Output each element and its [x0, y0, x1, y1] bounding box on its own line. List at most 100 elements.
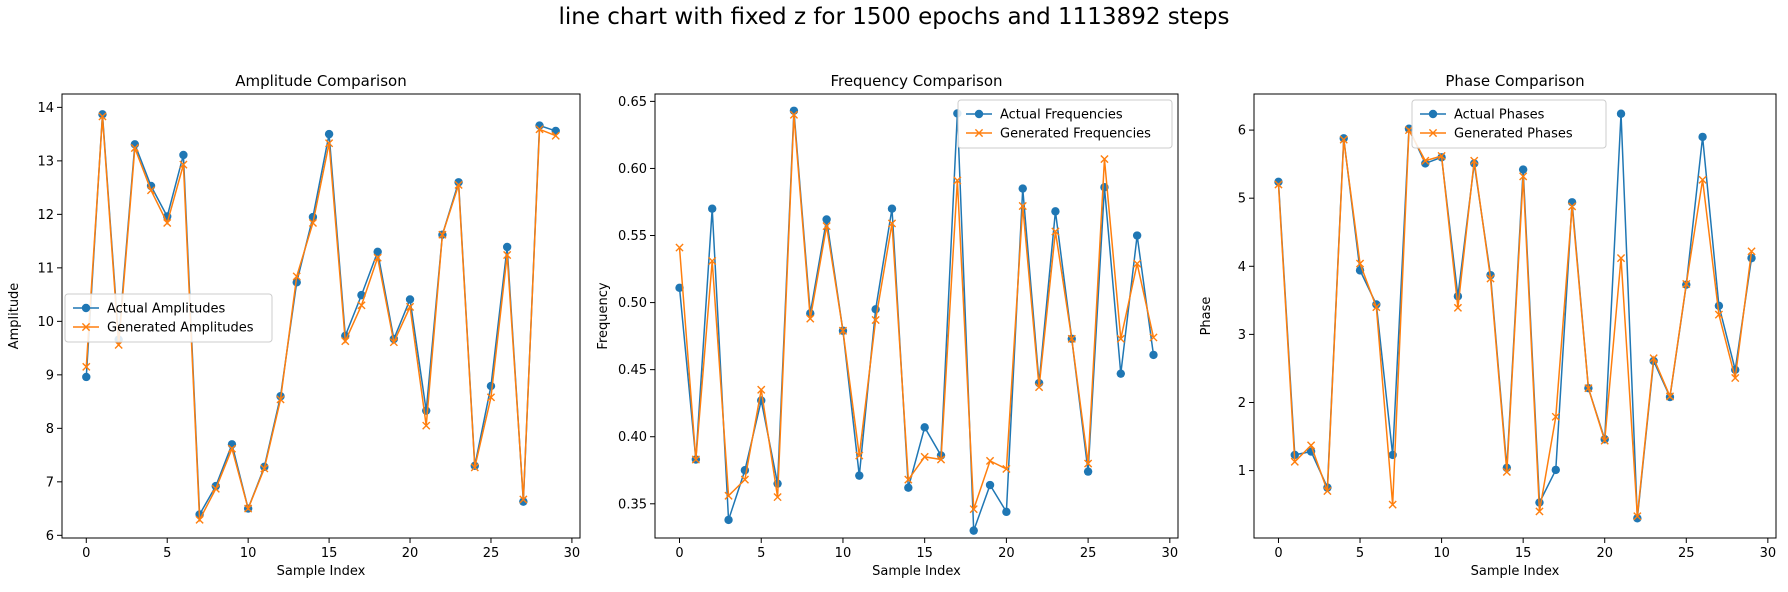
frequency-generated-point [740, 475, 749, 484]
amplitude-y-tick-label: 14 [37, 101, 54, 116]
frequency-legend-label: Generated Frequencies [1000, 127, 1151, 142]
frequency-generated-point [1002, 464, 1011, 474]
amplitude-x-tick-label: 10 [240, 546, 257, 561]
amplitude-x-tick-label: 0 [82, 546, 90, 561]
amplitude-y-tick-label: 12 [37, 208, 54, 223]
phase-actual-point [1633, 514, 1642, 523]
amplitude-legend: Actual Amplitudes Generated Amplitudes [64, 293, 273, 343]
phase-generated-point [1535, 507, 1544, 516]
amplitude-x-tick-label: 30 [564, 546, 581, 561]
amplitude-x-tick-label: 15 [321, 546, 338, 561]
frequency-actual-point [708, 204, 717, 213]
phase-x-tick-label: 15 [1515, 546, 1532, 561]
amplitude-generated-point [438, 230, 447, 239]
frequency-actual-point [1149, 350, 1158, 360]
frequency-axes-frame [654, 93, 1179, 539]
frequency-legend-marker [974, 128, 984, 138]
phase-y-axis-label: Phase [1199, 297, 1214, 336]
frequency-generated-point [904, 475, 913, 484]
phase-generated-point [1649, 354, 1658, 363]
phase-y-tick-label: 6 [1238, 124, 1246, 139]
phase-generated-point [1421, 156, 1430, 165]
phase-legend-label: Actual Phases [1454, 108, 1545, 123]
amplitude-generated-point [519, 495, 528, 504]
frequency-generated-point [757, 385, 766, 394]
amplitude-legend-marker [81, 303, 91, 313]
amplitude-generated-point [244, 504, 253, 513]
phase-actual-point [1274, 177, 1283, 187]
phase-y-tick-label: 1 [1238, 464, 1246, 479]
phase-generated-point [1567, 202, 1577, 211]
phase-generated-point [1731, 373, 1740, 383]
amplitude-y-axis-label: Amplitude [7, 283, 22, 350]
frequency-generated-point [1149, 333, 1158, 342]
phase-actual-point [1698, 132, 1707, 142]
amplitude-generated-point [130, 143, 139, 153]
amplitude-actual-point [179, 150, 188, 160]
frequency-y-axis-label: Frequency [596, 282, 611, 349]
frequency-legend-marker [974, 109, 984, 119]
phase-actual-point [1747, 253, 1756, 263]
phase-generated-point [1616, 254, 1626, 263]
frequency-x-tick-label: 30 [1162, 546, 1179, 561]
frequency-y-tick-label: 0.55 [618, 229, 647, 244]
phase-actual-point [1453, 292, 1463, 301]
amplitude-legend-marker [81, 322, 91, 332]
phase-generated-point [1388, 500, 1397, 509]
phase-axes-frame [1253, 93, 1777, 539]
phase-x-tick-label: 10 [1433, 546, 1450, 561]
phase-generated-point [1714, 310, 1724, 319]
amplitude-generated-point [341, 337, 350, 346]
frequency-generated-point [871, 315, 880, 325]
amplitude-generated-point [373, 253, 382, 262]
amplitude-generated-point [82, 362, 91, 371]
amplitude-generated-point [146, 186, 156, 195]
frequency-generated-point [969, 505, 978, 514]
phase-x-tick-label: 25 [1678, 546, 1695, 561]
amplitude-y-tick-label: 6 [46, 529, 54, 544]
amplitude-actual-point [98, 110, 107, 119]
frequency-x-tick-label: 0 [675, 546, 683, 561]
amplitude-y-tick-label: 9 [46, 368, 54, 383]
frequency-generated-point [724, 491, 733, 500]
amplitude-generated-point [292, 272, 301, 281]
amplitude-actual-point [82, 372, 91, 382]
amplitude-x-tick-label: 20 [402, 546, 419, 561]
amplitude-generated-point [179, 160, 188, 169]
amplitude-generated-point [357, 301, 366, 310]
amplitude-x-axis-label: Sample Index [277, 564, 366, 579]
amplitude-legend-box [64, 293, 273, 343]
amplitude-x-tick-label: 5 [163, 546, 171, 561]
phase-generated-point [1404, 125, 1414, 135]
frequency-legend-label: Actual Frequencies [1000, 108, 1123, 123]
phase-generated-point [1437, 151, 1446, 161]
phase-generated-point [1519, 172, 1528, 181]
phase-generated-point [1306, 441, 1316, 450]
amplitude-generated-point [195, 515, 204, 524]
phase-generated-point [1502, 467, 1511, 477]
frequency-x-tick-label: 15 [916, 546, 933, 561]
frequency-actual-point [1051, 207, 1060, 216]
phase-actual-point [1551, 465, 1560, 475]
frequency-y-tick-label: 0.65 [618, 95, 647, 110]
amplitude-y-tick-label: 10 [37, 315, 54, 330]
amplitude-generated-point [163, 218, 172, 228]
amplitude-actual-point [324, 129, 334, 139]
phase-generated-point [1633, 512, 1642, 521]
frequency-y-tick-label: 0.40 [618, 430, 647, 445]
frequency-actual-point [855, 471, 864, 480]
frequency-actual-point [675, 283, 684, 293]
phase-series-generated-line [1277, 127, 1753, 517]
amplitude-actual-point [405, 295, 415, 304]
frequency-actual-point [1083, 467, 1093, 476]
frequency-y-tick-label: 0.60 [618, 162, 647, 177]
frequency-x-tick-label: 5 [757, 546, 765, 561]
frequency-generated-point [1034, 382, 1044, 392]
phase-legend-label: Generated Phases [1454, 127, 1573, 142]
amplitude-generated-point [486, 393, 496, 402]
amplitude-generated-point [98, 112, 107, 121]
figure-title: line chart with fixed z for 1500 epochs … [558, 4, 1230, 30]
